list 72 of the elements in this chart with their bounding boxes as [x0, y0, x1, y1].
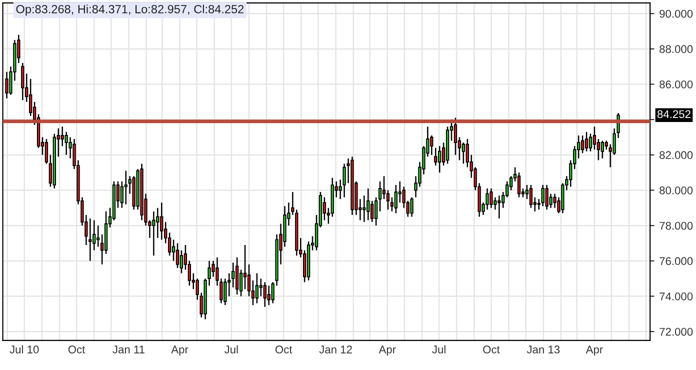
candlestick	[454, 117, 458, 156]
candlestick	[382, 175, 386, 200]
x-tick-label: Jul	[432, 345, 446, 354]
x-tick-label: Jan 13	[526, 346, 560, 354]
x-tick-label: Jan 11	[112, 346, 144, 354]
candlestick	[438, 145, 442, 174]
y-tick-label: 72.000	[660, 328, 693, 336]
x-tick-label: Oct	[483, 346, 500, 354]
candlestick	[529, 184, 533, 209]
x-tick-label: Jan 12	[319, 346, 352, 354]
y-tick-label: 82.000	[660, 151, 693, 160]
candlestick	[243, 244, 247, 290]
y-tick-label: 88.000	[660, 45, 693, 54]
candlestick	[541, 184, 544, 207]
candlestick	[124, 170, 128, 205]
candlestick	[88, 218, 92, 262]
y-tick-label: 80.000	[660, 186, 693, 194]
y-tick-label: 90.000	[660, 10, 693, 18]
candlestick	[255, 272, 259, 304]
x-tick-label: Apr	[171, 346, 188, 356]
candlestick	[267, 285, 270, 306]
candlestick	[176, 242, 180, 269]
candlestick	[462, 142, 465, 164]
candlestick	[386, 190, 390, 210]
candlestick	[160, 202, 164, 240]
candlestick	[545, 184, 548, 210]
candlestick	[239, 269, 243, 297]
candlestick	[224, 278, 227, 306]
x-tick-label: Apr	[378, 346, 396, 356]
candlestick	[152, 210, 156, 256]
candlestick	[370, 200, 374, 223]
candlestick	[362, 194, 366, 223]
candlestick	[172, 239, 176, 262]
y-tick-label: 74.000	[660, 292, 693, 300]
candlestick	[584, 131, 588, 152]
candlestick	[247, 264, 251, 297]
candlestick	[553, 193, 556, 209]
x-tick-label: Jul	[224, 345, 238, 354]
candlestick	[490, 188, 493, 209]
candlestick	[263, 281, 266, 308]
candlestick	[259, 278, 262, 297]
candlestick	[410, 196, 414, 218]
y-tick-label: 76.000	[660, 257, 693, 266]
candlestick	[96, 224, 100, 248]
x-tick-label: Oct	[68, 346, 86, 354]
candlestick	[434, 147, 438, 166]
x-tick-label: Oct	[275, 346, 292, 354]
candlestick	[378, 180, 382, 212]
x-tick-label: Jul 10	[10, 345, 39, 354]
candlestick	[29, 78, 32, 117]
y-tick-label: 86.000	[660, 80, 693, 88]
annotation: Op:83.268, Hi:84.371, Lo:82.957, Cl:84.252	[16, 4, 244, 16]
candlestick	[517, 172, 521, 198]
candlestick	[580, 134, 584, 154]
candlestick	[592, 126, 596, 150]
candlestick	[120, 180, 124, 209]
candlestick	[588, 133, 592, 152]
candlestick	[394, 184, 398, 214]
candlestick	[60, 126, 64, 147]
candlestick	[236, 256, 239, 296]
candlestick	[366, 188, 370, 221]
candlestick	[600, 140, 604, 160]
candlestick	[168, 232, 172, 256]
candlestick	[44, 138, 48, 164]
candlestick	[21, 62, 24, 101]
candlestick	[374, 196, 378, 226]
candlestick	[180, 250, 184, 274]
candlestick	[596, 138, 600, 161]
text: 84.252	[657, 110, 690, 118]
y-tick-label: 78.000	[660, 222, 693, 230]
candlestick	[498, 194, 501, 220]
x-tick-label: Apr	[586, 346, 603, 356]
